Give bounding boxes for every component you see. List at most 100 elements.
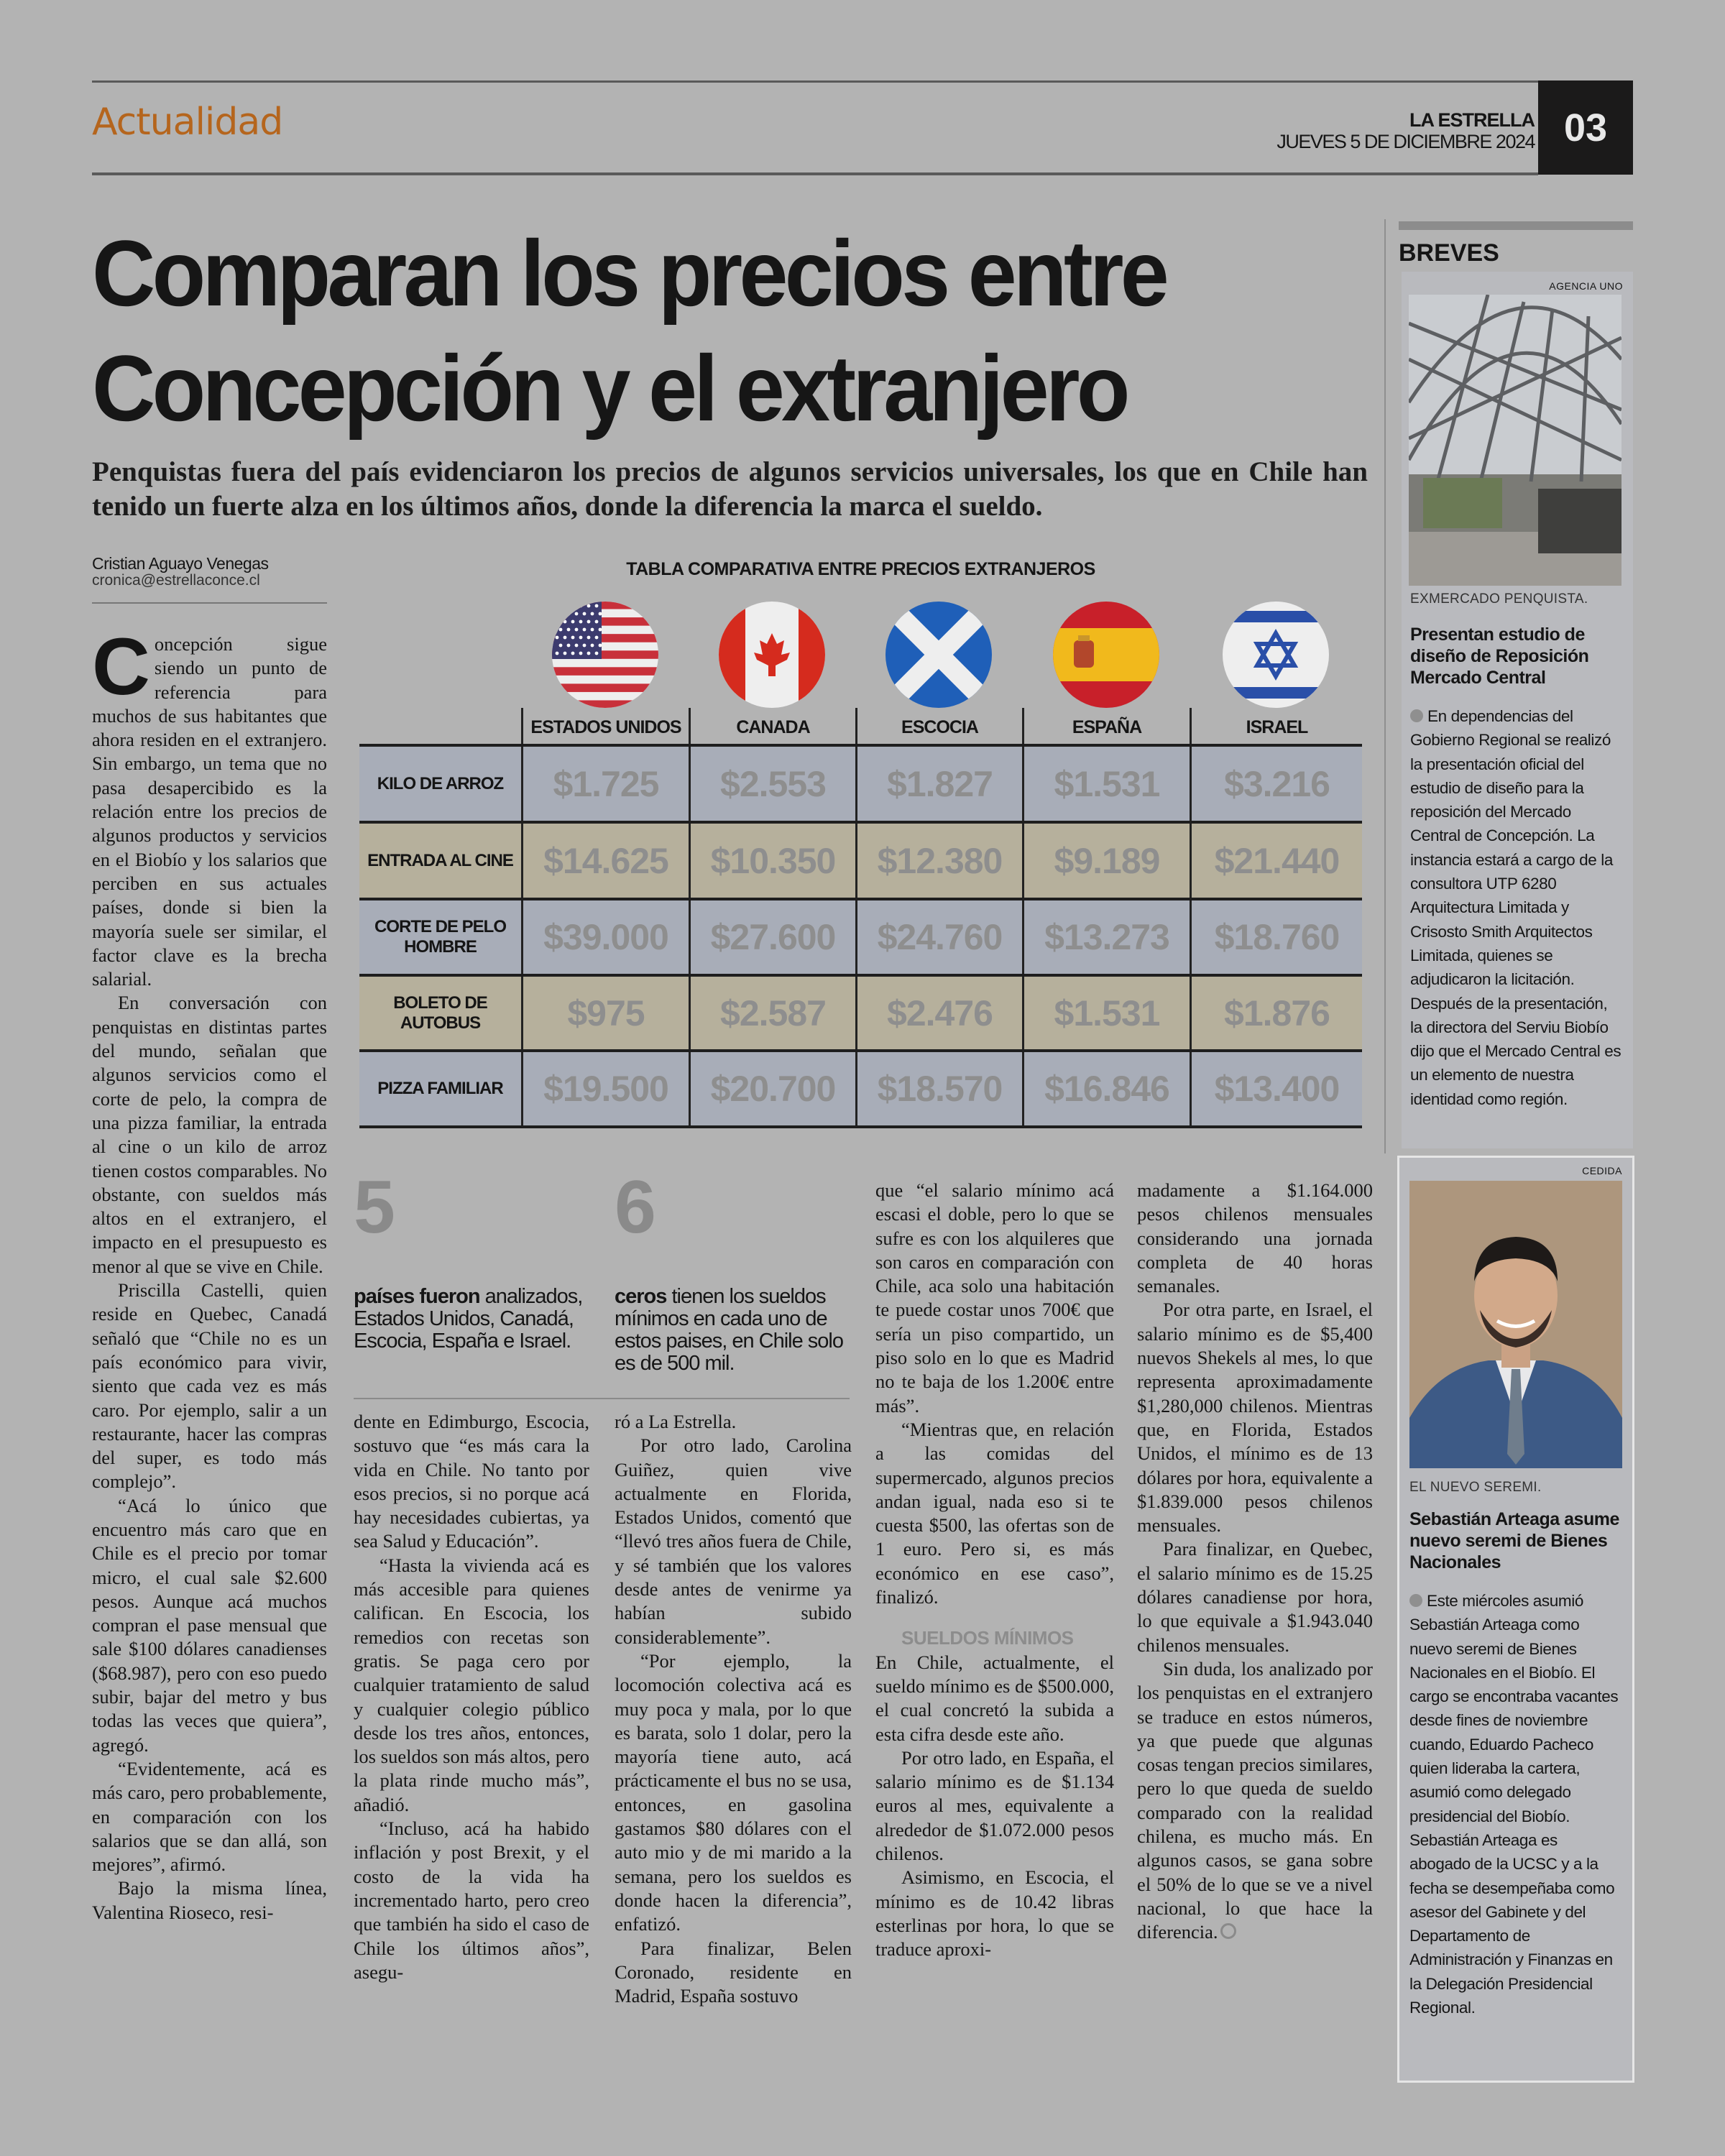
paragraph: Sin duda, los analizado por los penquist… <box>1137 1657 1373 1945</box>
section-subheading: SUELDOS MÍNIMOS <box>901 1627 1074 1649</box>
issue-date: JUEVES 5 DE DICIEMBRE 2024 <box>1276 131 1535 152</box>
paragraph-text: Por otra parte, en Israel, el salario mí… <box>1137 1299 1373 1537</box>
sidebar-divider <box>1384 219 1386 1153</box>
price-cell: $12.380 <box>855 824 1022 898</box>
paragraph: madamente a $1.164.000 pesos chilenos me… <box>1137 1179 1373 1298</box>
brief-headline: Presentan estudio de diseño de Reposició… <box>1410 625 1589 688</box>
stat-zeros: 6 ceros tienen los sueldos mínimos en ca… <box>615 1168 845 1375</box>
paragraph-text: Por otro lado, Carolina Guiñez, quien vi… <box>615 1434 852 1648</box>
stats-divider <box>354 1398 850 1399</box>
paragraph-text: “Acá lo único que encuentro más caro que… <box>92 1494 327 1756</box>
stat-text: ceros tienen los sueldos mínimos en cada… <box>615 1286 845 1375</box>
top-rule <box>92 80 1633 83</box>
canada-flag-icon <box>718 601 826 709</box>
table-row: ENTRADA AL CINE $14.625 $10.350 $12.380 $9.1… <box>359 821 1362 898</box>
column-header: ESTADOS UNIDOS <box>521 708 689 744</box>
table-row: BOLETO DE AUTOBUS $975 $2.587 $2.476 $1.531 $… <box>359 974 1362 1049</box>
brief-body-text: Este miércoles asumió Sebastián Arteaga … <box>1409 1592 1619 2017</box>
photo-credit: AGENCIA UNO <box>1549 280 1623 292</box>
brief-body-text: En dependencias del Gobierno Regional se… <box>1410 707 1622 1108</box>
paragraph-text: Para finalizar, Belen Coronado, resident… <box>615 1937 852 2007</box>
paragraph: Asimismo, en Escocia, el mínimo es de 10… <box>875 1866 1114 1961</box>
paragraph-text: dente en Edimburgo, Escocia, sostuvo que… <box>354 1411 589 1552</box>
bullet-dot-icon <box>1409 1594 1422 1607</box>
article-dek: Penquistas fuera del país evidenciaron l… <box>92 456 1368 522</box>
headline: Comparan los precios entre Concepción y … <box>92 216 1169 446</box>
paragraph: “Acá lo único que encuentro más caro que… <box>92 1494 327 1757</box>
seremi-portrait-photo <box>1409 1181 1622 1468</box>
author-name: Cristian Aguayo Venegas <box>92 554 269 573</box>
paragraph-text: Sin duda, los analizado por los penquist… <box>1137 1657 1373 1943</box>
author-email[interactable]: cronica@estrellaconce.cl <box>92 572 260 589</box>
stat-bold: ceros <box>615 1285 667 1308</box>
stat-number: 6 <box>615 1166 656 1249</box>
headline-line-1: Comparan los precios entre <box>92 221 1169 326</box>
stat-number: 5 <box>354 1166 395 1249</box>
paragraph: dente en Edimburgo, Escocia, sostuvo que… <box>354 1410 589 1554</box>
paragraph-text: “Hasta la vivienda acá es más accesible … <box>354 1554 589 1815</box>
price-cell: $16.846 <box>1022 1052 1190 1125</box>
paragraph-text: “Por ejemplo, la locomoción colectiva ac… <box>615 1649 852 1935</box>
paragraph: En Chile, actualmente, el sueldo mínimo … <box>875 1651 1114 1745</box>
usa-flag-icon <box>551 601 659 709</box>
price-cell: $24.760 <box>855 900 1022 974</box>
paragraph: Para finalizar, en Quebec, el salario mí… <box>1137 1537 1373 1657</box>
price-cell: $975 <box>521 977 689 1049</box>
byline-rule <box>92 602 327 604</box>
price-cell: $2.553 <box>689 747 855 821</box>
paragraph: En conversación con penquistas en distin… <box>92 991 327 1279</box>
table-row: KILO DE ARROZ $1.725 $2.553 $1.827 $1.531 $3.… <box>359 744 1362 821</box>
price-cell: $2.476 <box>855 977 1022 1049</box>
stat-bold: países fueron <box>354 1285 481 1308</box>
price-cell: $2.587 <box>689 977 855 1049</box>
price-cell: $1.827 <box>855 747 1022 821</box>
bullet-dot-icon <box>1410 709 1423 722</box>
paragraph: “Por ejemplo, la locomoción colectiva ac… <box>615 1649 852 1937</box>
paragraph-text: “Evidentemente, acá es más caro, pero pr… <box>92 1757 327 1876</box>
paragraph: Por otro lado, Carolina Guiñez, quien vi… <box>615 1434 852 1649</box>
row-label: ENTRADA AL CINE <box>367 850 514 870</box>
article-column-4: que “el salario mínimo acá escasi el dob… <box>875 1179 1114 1962</box>
row-label: CORTE DE PELO HOMBRE <box>374 917 507 957</box>
price-cell: $14.625 <box>521 824 689 898</box>
paragraph-text: ró a La Estrella. <box>615 1411 737 1432</box>
column-header: ESPAÑA <box>1022 708 1190 744</box>
row-label: PIZZA FAMILIAR <box>377 1079 503 1098</box>
market-photo <box>1409 295 1622 586</box>
column-header: ESCOCIA <box>855 708 1022 744</box>
paragraph-text: Priscilla Castelli, quien reside en Queb… <box>92 1279 327 1493</box>
page-number: 03 <box>1538 80 1633 175</box>
spain-flag-icon <box>1052 601 1160 709</box>
price-cell: $3.216 <box>1190 747 1362 821</box>
stat-text: países fueron analizados, Estados Unidos… <box>354 1286 584 1353</box>
brief-body: En dependencias del Gobierno Regional se… <box>1410 704 1623 1111</box>
brief-body: Este miércoles asumió Sebastián Arteaga … <box>1409 1589 1622 2019</box>
price-cell: $10.350 <box>689 824 855 898</box>
paragraph: ró a La Estrella. <box>615 1410 852 1434</box>
price-cell: $13.273 <box>1022 900 1190 974</box>
byline: Cristian Aguayo Venegas cronica@estrella… <box>92 555 269 589</box>
paragraph: Por otra parte, en Israel, el salario mí… <box>1137 1298 1373 1537</box>
paragraph: Por otro lado, en España, el salario mín… <box>875 1746 1114 1865</box>
brief-headline: Sebastián Arteaga asume nuevo seremi de … <box>1409 1509 1619 1572</box>
price-cell: $1.876 <box>1190 977 1362 1049</box>
paragraph-text: que “el salario mínimo acá escasi el dob… <box>875 1179 1114 1416</box>
price-cell: $1.531 <box>1022 747 1190 821</box>
end-of-article-icon <box>1220 1923 1236 1940</box>
price-cell: $1.531 <box>1022 977 1190 1049</box>
photo-credit: CEDIDA <box>1582 1165 1622 1176</box>
header-bottom-rule <box>92 172 1538 175</box>
stat-desc: tienen los sueldos mínimos en cada uno d… <box>615 1285 844 1375</box>
stat-desc: analizados, Estados Unidos, Canadá, Esco… <box>354 1285 583 1353</box>
brief-item-2: CEDIDA EL NUEVO SEREMI. Sebastián Arteag… <box>1397 1156 1634 2083</box>
table-row: PIZZA FAMILIAR $19.500 $20.700 $18.570 $16.8… <box>359 1049 1362 1125</box>
price-cell: $9.189 <box>1022 824 1190 898</box>
column-header: ISRAEL <box>1190 708 1362 744</box>
price-cell: $1.725 <box>521 747 689 821</box>
paragraph: “Hasta la vivienda acá es más accesible … <box>354 1554 589 1817</box>
row-label: BOLETO DE AUTOBUS <box>393 992 488 1033</box>
sidebar-top-bar <box>1399 221 1633 230</box>
paragraph-text: “Incluso, acá ha habido inflación y post… <box>354 1818 589 1983</box>
